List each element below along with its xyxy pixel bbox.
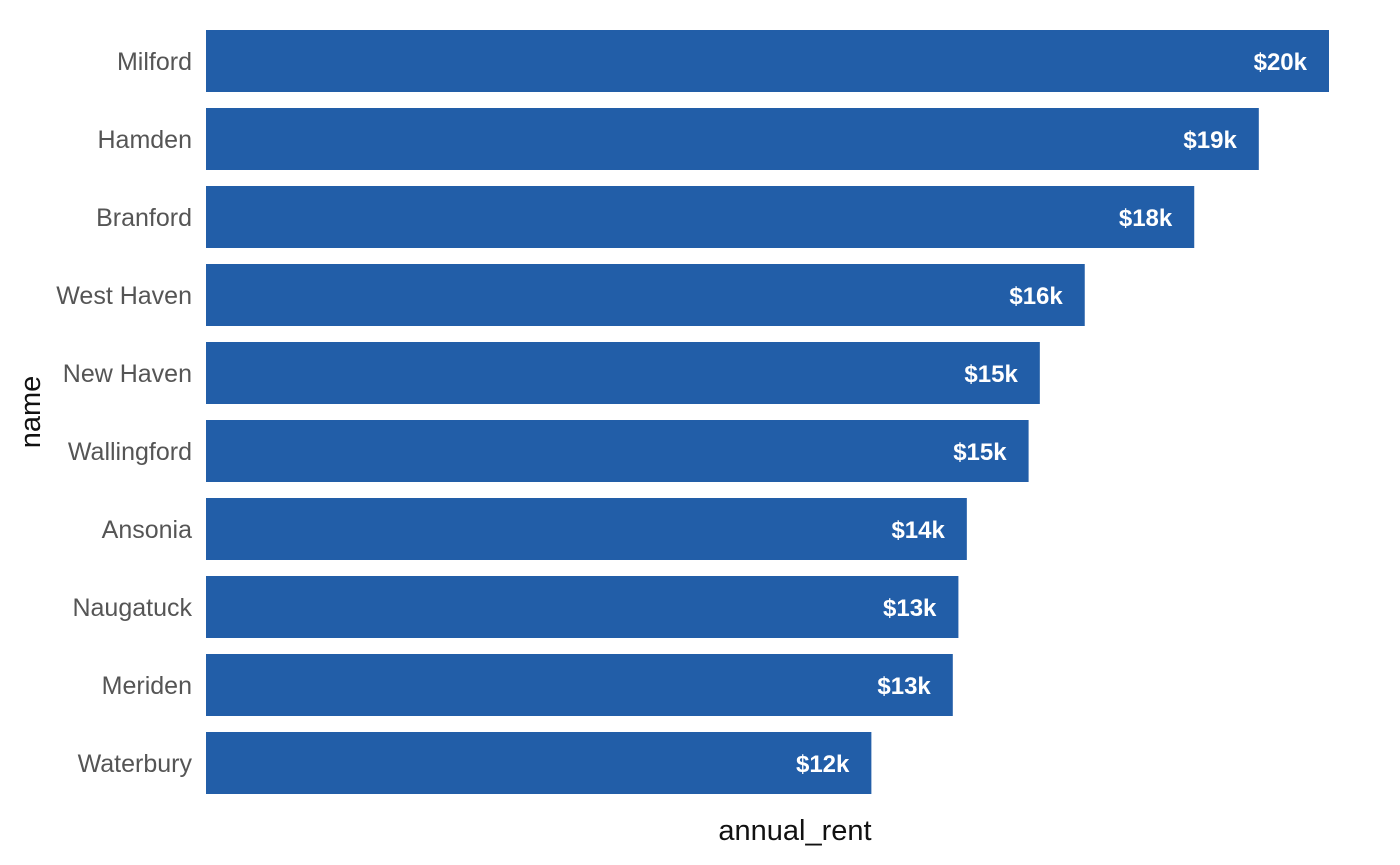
y-tick-label: Naugatuck — [72, 594, 192, 622]
y-tick-label: Milford — [117, 48, 192, 76]
bar-new-haven — [206, 342, 1040, 404]
bar-value-label: $12k — [796, 751, 850, 778]
data-labels-group: $20k $19k $18k $16k $15k $15k $14k $13k $13k $12k — [796, 49, 1308, 778]
bar-value-label: $13k — [877, 673, 931, 700]
bar-value-label: $14k — [891, 517, 945, 544]
y-axis-title: name — [15, 376, 47, 449]
bar-naugatuck — [206, 576, 959, 638]
y-tick-label: New Haven — [63, 360, 192, 388]
bar-value-label: $13k — [883, 595, 937, 622]
y-tick-label: Meriden — [102, 672, 192, 700]
bar-value-label: $18k — [1119, 205, 1173, 232]
bar-waterbury — [206, 732, 872, 794]
bar-value-label: $19k — [1183, 127, 1237, 154]
bar-wallingford — [206, 420, 1029, 482]
y-tick-label: Wallingford — [68, 438, 192, 466]
x-axis-title: annual_rent — [718, 815, 871, 847]
bar-milford — [206, 30, 1329, 92]
bar-meriden — [206, 654, 953, 716]
bar-hamden — [206, 108, 1259, 170]
bar-west-haven — [206, 264, 1085, 326]
bar-value-label: $16k — [1009, 283, 1063, 310]
bar-ansonia — [206, 498, 967, 560]
bar-value-label: $15k — [953, 439, 1007, 466]
bar-value-label: $20k — [1254, 49, 1308, 76]
bar-branford — [206, 186, 1195, 248]
y-tick-label: West Haven — [56, 282, 192, 310]
category-labels-group: Milford Hamden Branford West Haven New Haven… — [56, 48, 192, 778]
y-tick-label: Waterbury — [78, 750, 193, 778]
bar-value-label: $15k — [964, 361, 1018, 388]
bars-group — [206, 30, 1329, 794]
y-tick-label: Ansonia — [102, 516, 192, 544]
y-tick-label: Hamden — [98, 126, 193, 154]
y-tick-label: Branford — [96, 204, 192, 232]
